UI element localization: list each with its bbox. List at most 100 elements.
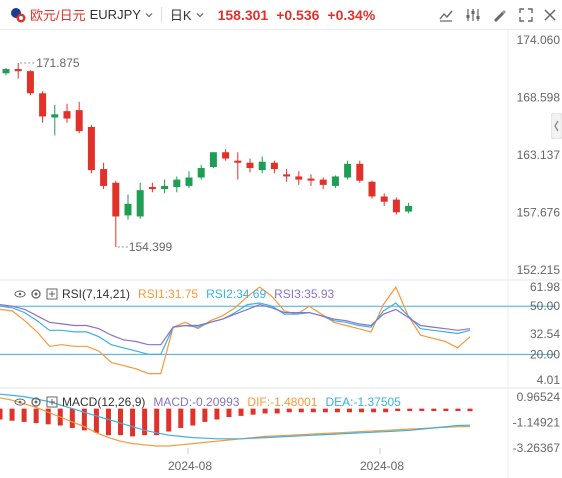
drawing-tools-icon[interactable] bbox=[490, 6, 508, 24]
macd-hist-bar bbox=[431, 408, 437, 412]
macd-hist-bar bbox=[419, 408, 425, 412]
price-tick-label: 157.676 bbox=[517, 206, 561, 220]
price-tick-label: 168.598 bbox=[517, 91, 561, 105]
symbol-name: 欧元/日元 bbox=[30, 8, 86, 23]
macd-hist-bar bbox=[262, 408, 268, 414]
fullscreen-icon[interactable] bbox=[517, 6, 535, 24]
macd-hist-bar bbox=[69, 408, 75, 428]
side-panel-toggle[interactable] bbox=[551, 113, 562, 139]
rsi-tick-label: 50.00 bbox=[530, 299, 560, 313]
symbol-code: EURJPY bbox=[89, 7, 141, 22]
macd-hist-bar bbox=[81, 408, 87, 431]
macd-hist-bar bbox=[346, 408, 352, 413]
candle-body bbox=[283, 174, 291, 177]
macd-hist-bar bbox=[154, 408, 160, 436]
last-price: 158.301 bbox=[217, 6, 269, 23]
rsi-tick-label: 20.00 bbox=[530, 347, 560, 361]
candle-body bbox=[246, 162, 254, 169]
macd-hist-bar bbox=[274, 408, 280, 414]
macd-hist-bar bbox=[93, 408, 99, 433]
rsi2-line bbox=[0, 302, 471, 355]
candle-body bbox=[197, 168, 205, 178]
macd-hist-bar bbox=[190, 408, 196, 426]
macd-hist-bar bbox=[214, 408, 220, 420]
candle-body bbox=[331, 176, 339, 186]
macd-hist-bar bbox=[130, 408, 136, 437]
macd-hist-bar bbox=[9, 408, 15, 421]
macd-tick-label: -1.14921 bbox=[513, 415, 561, 429]
macd-hist-bar bbox=[105, 408, 111, 436]
candle-body bbox=[380, 196, 388, 202]
macd-hist-bar bbox=[202, 408, 208, 422]
close-icon[interactable] bbox=[541, 6, 559, 24]
x-axis-label: 2024-08 bbox=[360, 459, 404, 473]
price-tick-label: 163.137 bbox=[517, 148, 561, 162]
indicator-chart-icon[interactable] bbox=[437, 6, 455, 24]
macd-hist-bar bbox=[359, 408, 365, 413]
macd-hist-bar bbox=[226, 408, 232, 418]
macd-tick-label: 0.96524 bbox=[517, 390, 561, 404]
candle-body bbox=[344, 163, 352, 178]
rsi1-value: RSI1:31.75 bbox=[138, 287, 199, 301]
gear-icon[interactable] bbox=[30, 396, 42, 408]
macd-hist-bar bbox=[238, 408, 244, 416]
macd-hist-bar bbox=[383, 408, 389, 413]
macd-hist-bar bbox=[407, 408, 413, 412]
macd-tick-label: -3.26367 bbox=[513, 441, 561, 455]
chevron-down-icon bbox=[145, 12, 153, 17]
macd-legend: MACD(12,26,9) MACD:-0.20993 DIF:-1.48001… bbox=[14, 394, 409, 410]
toolbar-divider bbox=[160, 6, 162, 23]
candle-body bbox=[63, 111, 71, 119]
candle-body bbox=[307, 178, 315, 181]
candle-body bbox=[368, 181, 376, 197]
candle-body bbox=[124, 203, 132, 216]
rsi-tick-label: 32.54 bbox=[530, 327, 560, 341]
interval-label: 日K bbox=[169, 8, 192, 23]
flag-icon bbox=[11, 7, 26, 22]
eye-icon[interactable] bbox=[14, 396, 26, 408]
gear-icon[interactable] bbox=[30, 288, 42, 300]
interval-selector[interactable]: 日K bbox=[170, 0, 204, 30]
dea-line bbox=[0, 393, 471, 440]
macd-hist-bar bbox=[250, 408, 256, 415]
symbol-selector[interactable]: 欧元/日元 EURJPY bbox=[0, 0, 153, 30]
candle-body bbox=[209, 152, 217, 167]
rsi1-line bbox=[0, 285, 471, 375]
macd-hist-bar bbox=[310, 408, 316, 413]
macd-hist-bar bbox=[45, 408, 51, 425]
chevron-down-icon bbox=[196, 12, 204, 17]
candle-body bbox=[2, 69, 10, 74]
candle-body bbox=[392, 199, 400, 213]
macd-hist-bar bbox=[142, 408, 148, 436]
rsi3-line bbox=[0, 303, 471, 346]
expand-icon[interactable] bbox=[46, 396, 58, 408]
macd-hist-bar bbox=[178, 408, 184, 428]
price-tick-label: 152.215 bbox=[517, 263, 561, 277]
candle-body bbox=[319, 179, 327, 185]
candle-body bbox=[148, 186, 156, 190]
rsi3-value: RSI3:35.93 bbox=[274, 287, 335, 301]
expand-icon[interactable] bbox=[46, 288, 58, 300]
macd-hist-bar bbox=[334, 408, 340, 413]
macd-hist-bar bbox=[455, 408, 461, 412]
macd-hist-bar bbox=[443, 408, 449, 412]
rsi-legend: RSI(7,14,21) RSI1:31.75 RSI2:34.69 RSI3:… bbox=[14, 286, 342, 302]
macd-hist-bar bbox=[118, 408, 124, 436]
candle-body bbox=[405, 205, 413, 212]
eye-icon[interactable] bbox=[14, 288, 26, 300]
candle-body bbox=[234, 160, 242, 163]
candle-body bbox=[356, 163, 364, 181]
candle-body bbox=[136, 190, 144, 217]
rsi-tick-label: 4.01 bbox=[537, 373, 561, 387]
price-tick-label: 174.060 bbox=[517, 33, 561, 47]
candle-body bbox=[75, 110, 83, 132]
dif-value: DIF:-1.48001 bbox=[247, 395, 318, 409]
settings-sliders-icon[interactable] bbox=[464, 6, 482, 24]
candle-body bbox=[161, 185, 169, 190]
macd-hist-bar bbox=[21, 408, 27, 422]
price-chart[interactable]: 174.060 168.598 163.137 157.676 152.215 171.8… bbox=[0, 30, 562, 478]
candle-body bbox=[185, 177, 193, 186]
price-change-percent: +0.34% bbox=[327, 6, 376, 23]
candle-body bbox=[173, 179, 181, 187]
macd-value: MACD:-0.20993 bbox=[153, 395, 240, 409]
